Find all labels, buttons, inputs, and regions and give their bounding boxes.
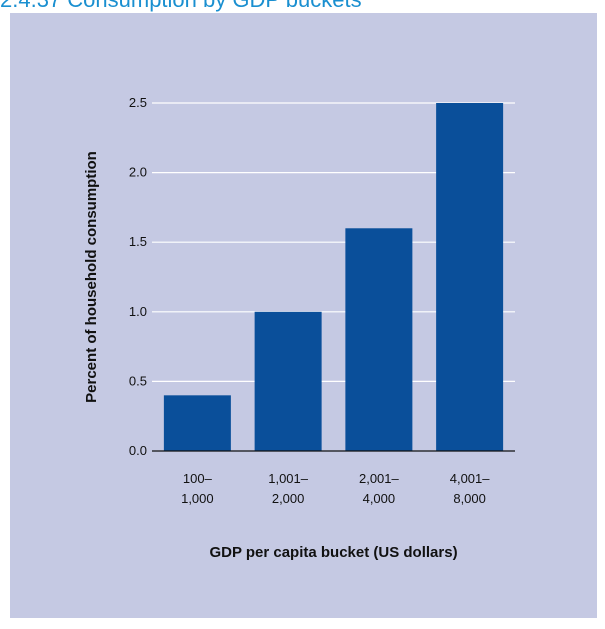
y-tick-label: 2.0 (129, 165, 147, 180)
y-axis-title: Percent of household consumption (83, 151, 100, 403)
y-tick-labels: 0.0 0.5 1.0 1.5 2.0 2.5 (129, 95, 147, 458)
bar (345, 228, 413, 451)
x-tick-label: 4,000 (363, 491, 396, 506)
bar (163, 395, 231, 451)
y-tick-label: 1.0 (129, 304, 147, 319)
x-tick-label: 1,001– (268, 471, 309, 486)
bar (436, 103, 504, 451)
chart-title: 2.4.37 Consumption by GDP buckets (0, 0, 600, 13)
y-tick-label: 0.5 (129, 373, 147, 388)
x-tick-label: 2,000 (272, 491, 305, 506)
bars (163, 103, 504, 451)
x-tick-label: 8,000 (453, 491, 486, 506)
x-tick-label: 4,001– (450, 471, 491, 486)
x-axis-title: GDP per capita bucket (US dollars) (209, 544, 457, 561)
x-tick-labels: 100– 1,000 1,001– 2,000 2,001– 4,000 4,001– 8,0… (181, 471, 490, 506)
x-tick-label: 1,000 (181, 491, 214, 506)
bar (254, 311, 322, 451)
y-tick-label: 1.5 (129, 234, 147, 249)
y-tick-label: 0.0 (129, 443, 147, 458)
y-tick-label: 2.5 (129, 95, 147, 110)
x-tick-label: 100– (183, 471, 213, 486)
x-tick-label: 2,001– (359, 471, 400, 486)
